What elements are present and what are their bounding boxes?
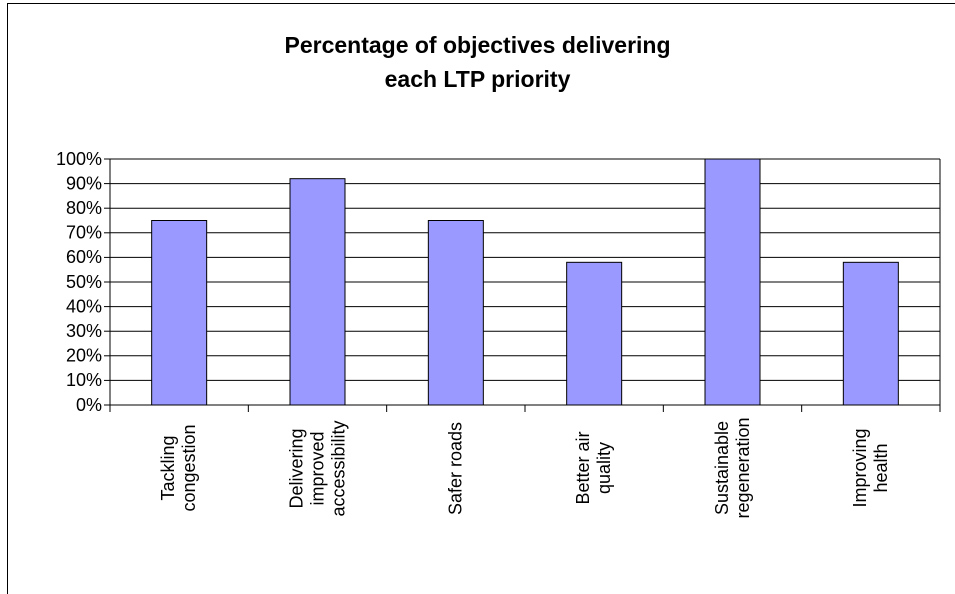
bar xyxy=(427,220,484,406)
y-tick-label: 40% xyxy=(66,296,102,316)
bar xyxy=(842,261,899,406)
x-tick-label: Improving health xyxy=(849,428,891,508)
chart-title-box: Percentage of objectives delivering each… xyxy=(0,28,955,96)
y-tick-label: 80% xyxy=(66,198,102,218)
bar xyxy=(704,158,761,406)
y-tick-label: 90% xyxy=(66,173,102,193)
chart-title: Percentage of objectives delivering each… xyxy=(284,32,671,92)
x-tick-label: Sustainable regeneration xyxy=(711,417,753,519)
x-tick-label: Safer roads xyxy=(445,421,466,515)
x-tick-label: Better air quality xyxy=(573,431,615,505)
y-tick-label: 70% xyxy=(66,223,102,243)
y-tick-label: 30% xyxy=(66,321,102,341)
y-tick-label: 60% xyxy=(66,247,102,267)
x-tick-label: Delivering improved accessibility xyxy=(286,419,348,517)
y-tick-label: 0% xyxy=(76,395,102,415)
bar xyxy=(151,220,208,406)
bar xyxy=(566,261,623,406)
y-tick-label: 100% xyxy=(56,149,102,169)
y-tick-label: 20% xyxy=(66,346,102,366)
x-tick-label: Tackling congestion xyxy=(158,424,200,512)
y-tick-label: 10% xyxy=(66,370,102,390)
y-tick-label: 50% xyxy=(66,272,102,292)
bar xyxy=(289,178,346,406)
